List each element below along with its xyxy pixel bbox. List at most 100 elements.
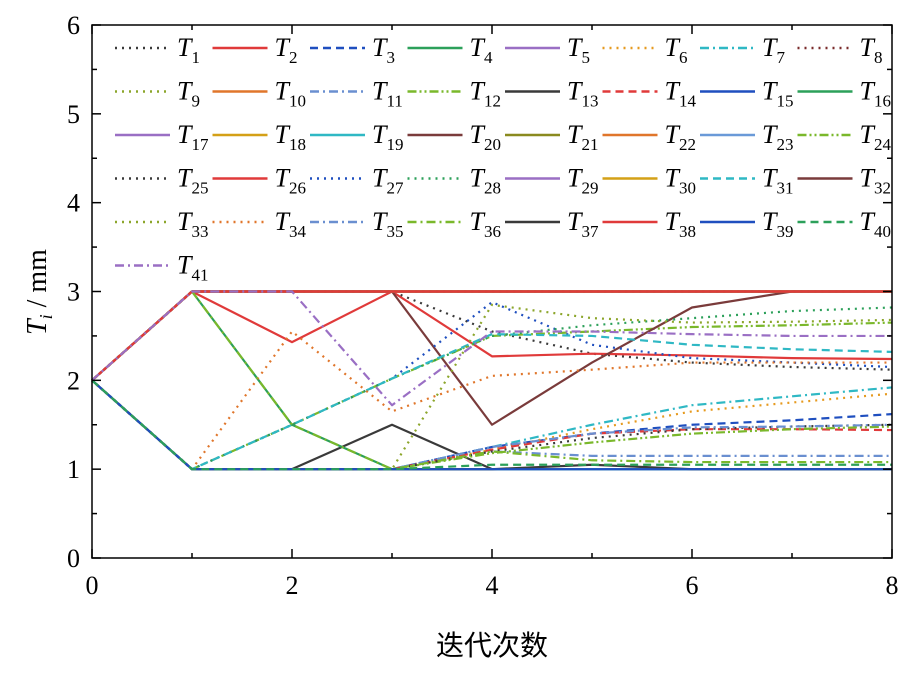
legend-label-sub: 36: [484, 222, 501, 241]
legend-label-sub: 38: [679, 222, 696, 241]
legend-label: T15: [762, 77, 793, 111]
legend-entry-t28: T28: [407, 164, 501, 198]
legend-entry-t41: T41: [115, 251, 208, 285]
series-line-t34: [91, 330, 892, 471]
legend-label-base: T: [275, 77, 291, 106]
x-tick-label: 8: [886, 571, 899, 600]
legend-label: T35: [372, 207, 403, 241]
legend-label-base: T: [177, 120, 193, 149]
y-tick-label: 5: [67, 100, 80, 129]
y-tick-label: 6: [67, 11, 80, 40]
legend-label-base: T: [665, 164, 681, 193]
legend-entry-t21: T21: [505, 120, 598, 154]
legend-label-base: T: [372, 164, 388, 193]
legend-label-sub: 34: [289, 222, 307, 241]
legend-entry-t40: T40: [797, 207, 891, 241]
legend-label: T37: [567, 207, 599, 241]
series-line-t16: [91, 290, 892, 471]
legend-entry-t15: T15: [700, 77, 793, 111]
legend-entry-t7: T7: [700, 33, 785, 67]
legend-label-base: T: [762, 77, 778, 106]
legend-label-sub: 5: [581, 48, 590, 67]
legend-label-sub: 8: [874, 48, 883, 67]
legend-entry-t34: T34: [212, 207, 307, 241]
legend-label: T4: [470, 33, 493, 67]
y-tick-label: 3: [67, 278, 80, 307]
legend-label-base: T: [762, 120, 778, 149]
legend-label-base: T: [567, 164, 583, 193]
y-tick-label: 4: [67, 189, 80, 218]
legend-entry-t12: T12: [407, 77, 501, 111]
legend-label-sub: 40: [874, 222, 891, 241]
legend-label-base: T: [372, 207, 388, 236]
legend-label-base: T: [567, 33, 583, 62]
legend-label-sub: 17: [191, 135, 209, 154]
legend-label-base: T: [275, 164, 291, 193]
legend-label: T7: [762, 33, 785, 67]
legend-label-base: T: [860, 33, 876, 62]
legend-label-base: T: [860, 164, 876, 193]
legend-label: T25: [177, 164, 208, 198]
legend-label-base: T: [470, 77, 486, 106]
series-line-t31: [91, 333, 893, 471]
legend-label-sub: 2: [289, 48, 298, 67]
legend-label-base: T: [567, 120, 583, 149]
legend-label-base: T: [762, 33, 778, 62]
y-axis-title: Ti / mm: [22, 249, 56, 335]
legend-label-sub: 3: [386, 48, 395, 67]
legend-label: T30: [665, 164, 696, 198]
legend-label-base: T: [177, 251, 193, 280]
series-line-t1: [91, 290, 893, 382]
legend-label-sub: 20: [484, 135, 501, 154]
legend-label-sub: 1: [191, 48, 200, 67]
legend-label-sub: 33: [191, 222, 208, 241]
series-line-t2: [91, 290, 893, 382]
y-tick-label: 0: [67, 544, 80, 573]
legend-entry-t30: T30: [602, 164, 696, 198]
legend-label-sub: 37: [581, 222, 599, 241]
legend-label: T40: [860, 207, 891, 241]
legend-label-sub: 25: [191, 179, 208, 198]
legend-label-sub: 29: [581, 179, 598, 198]
legend-label: T6: [665, 33, 688, 67]
legend-label: T38: [665, 207, 696, 241]
legend-label: T2: [275, 33, 298, 67]
legend-label-sub: 4: [484, 48, 493, 67]
series-line-t25: [91, 379, 893, 471]
legend-label-sub: 35: [386, 222, 403, 241]
legend-label-sub: 27: [386, 179, 404, 198]
legend-label-base: T: [177, 77, 193, 106]
legend-label: T19: [372, 120, 403, 154]
legend-label-sub: 6: [679, 48, 688, 67]
legend-label-sub: 26: [289, 179, 306, 198]
legend-label-sub: 10: [289, 92, 306, 111]
legend-label-base: T: [567, 77, 583, 106]
legend-label: T26: [275, 164, 306, 198]
legend-label: T32: [860, 164, 891, 198]
legend-label-base: T: [860, 120, 876, 149]
legend-label-base: T: [177, 207, 193, 236]
legend-label-base: T: [372, 120, 388, 149]
legend-entry-t27: T27: [310, 164, 404, 198]
legend-label-sub: 41: [191, 266, 208, 285]
legend-entry-t35: T35: [310, 207, 403, 241]
legend-label: T23: [762, 120, 793, 154]
legend-entry-t36: T36: [407, 207, 501, 241]
legend-label-base: T: [470, 207, 486, 236]
legend-entry-t11: T11: [310, 77, 403, 111]
legend-label-base: T: [470, 120, 486, 149]
legend-label: T39: [762, 207, 793, 241]
legend-label: T5: [567, 33, 590, 67]
legend-entry-t1: T1: [115, 33, 200, 67]
legend-label-base: T: [567, 207, 583, 236]
legend-label-base: T: [275, 207, 291, 236]
legend-label: T20: [470, 120, 501, 154]
legend-entry-t23: T23: [700, 120, 793, 154]
legend-entry-t8: T8: [797, 33, 883, 67]
legend-label-sub: 30: [679, 179, 696, 198]
legend-label-base: T: [177, 33, 193, 62]
legend-entry-t22: T22: [602, 120, 696, 154]
legend-label-sub: 9: [191, 92, 200, 111]
